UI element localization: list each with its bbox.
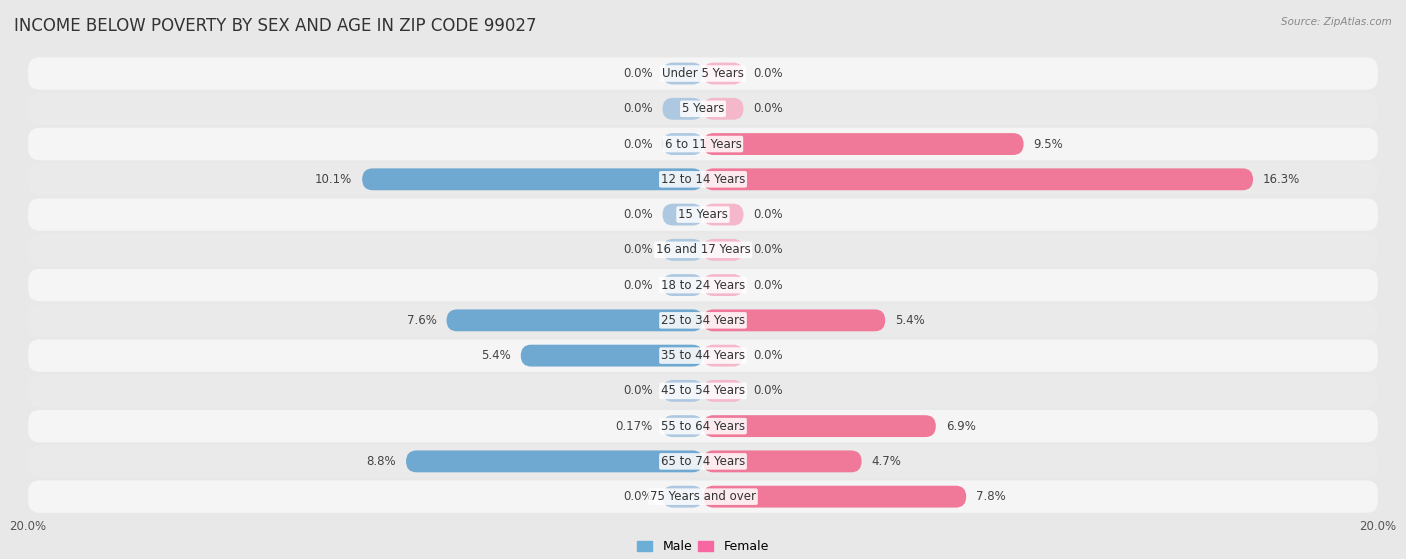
FancyBboxPatch shape xyxy=(406,451,703,472)
Text: 12 to 14 Years: 12 to 14 Years xyxy=(661,173,745,186)
FancyBboxPatch shape xyxy=(28,339,1378,372)
FancyBboxPatch shape xyxy=(703,239,744,260)
FancyBboxPatch shape xyxy=(662,274,703,296)
FancyBboxPatch shape xyxy=(662,203,703,225)
Text: 18 to 24 Years: 18 to 24 Years xyxy=(661,278,745,292)
Text: 0.0%: 0.0% xyxy=(623,67,652,80)
FancyBboxPatch shape xyxy=(28,410,1378,442)
Text: 15 Years: 15 Years xyxy=(678,208,728,221)
Text: 55 to 64 Years: 55 to 64 Years xyxy=(661,420,745,433)
Text: 25 to 34 Years: 25 to 34 Years xyxy=(661,314,745,327)
FancyBboxPatch shape xyxy=(662,415,703,437)
Text: 7.8%: 7.8% xyxy=(976,490,1007,503)
FancyBboxPatch shape xyxy=(662,133,703,155)
FancyBboxPatch shape xyxy=(662,380,703,402)
Text: 8.8%: 8.8% xyxy=(367,455,396,468)
Text: 0.0%: 0.0% xyxy=(754,243,783,257)
Text: 5 Years: 5 Years xyxy=(682,102,724,115)
Text: 0.0%: 0.0% xyxy=(623,385,652,397)
FancyBboxPatch shape xyxy=(28,163,1378,196)
Text: 45 to 54 Years: 45 to 54 Years xyxy=(661,385,745,397)
FancyBboxPatch shape xyxy=(662,239,703,260)
FancyBboxPatch shape xyxy=(28,58,1378,90)
FancyBboxPatch shape xyxy=(28,269,1378,301)
Text: 6.9%: 6.9% xyxy=(946,420,976,433)
Text: 0.0%: 0.0% xyxy=(623,102,652,115)
Text: 6 to 11 Years: 6 to 11 Years xyxy=(665,138,741,150)
Text: 9.5%: 9.5% xyxy=(1033,138,1063,150)
FancyBboxPatch shape xyxy=(662,63,703,84)
Text: 16 and 17 Years: 16 and 17 Years xyxy=(655,243,751,257)
Text: 0.0%: 0.0% xyxy=(623,208,652,221)
FancyBboxPatch shape xyxy=(703,310,886,331)
FancyBboxPatch shape xyxy=(28,234,1378,266)
FancyBboxPatch shape xyxy=(703,345,744,367)
FancyBboxPatch shape xyxy=(703,203,744,225)
Text: 0.0%: 0.0% xyxy=(623,278,652,292)
FancyBboxPatch shape xyxy=(28,198,1378,231)
Text: 7.6%: 7.6% xyxy=(406,314,436,327)
Text: 0.0%: 0.0% xyxy=(754,385,783,397)
FancyBboxPatch shape xyxy=(703,133,1024,155)
FancyBboxPatch shape xyxy=(28,445,1378,477)
FancyBboxPatch shape xyxy=(28,480,1378,513)
Text: 4.7%: 4.7% xyxy=(872,455,901,468)
Text: 35 to 44 Years: 35 to 44 Years xyxy=(661,349,745,362)
FancyBboxPatch shape xyxy=(662,486,703,508)
Text: 0.0%: 0.0% xyxy=(754,67,783,80)
Text: Source: ZipAtlas.com: Source: ZipAtlas.com xyxy=(1281,17,1392,27)
FancyBboxPatch shape xyxy=(703,451,862,472)
FancyBboxPatch shape xyxy=(28,93,1378,125)
FancyBboxPatch shape xyxy=(703,98,744,120)
FancyBboxPatch shape xyxy=(703,168,1253,190)
Text: 0.17%: 0.17% xyxy=(616,420,652,433)
Legend: Male, Female: Male, Female xyxy=(633,536,773,558)
Text: 10.1%: 10.1% xyxy=(315,173,352,186)
FancyBboxPatch shape xyxy=(363,168,703,190)
Text: 65 to 74 Years: 65 to 74 Years xyxy=(661,455,745,468)
FancyBboxPatch shape xyxy=(447,310,703,331)
Text: 0.0%: 0.0% xyxy=(754,349,783,362)
FancyBboxPatch shape xyxy=(28,375,1378,407)
Text: 0.0%: 0.0% xyxy=(754,278,783,292)
FancyBboxPatch shape xyxy=(28,128,1378,160)
FancyBboxPatch shape xyxy=(520,345,703,367)
Text: 0.0%: 0.0% xyxy=(623,490,652,503)
Text: 0.0%: 0.0% xyxy=(623,138,652,150)
FancyBboxPatch shape xyxy=(662,98,703,120)
FancyBboxPatch shape xyxy=(703,415,936,437)
Text: 16.3%: 16.3% xyxy=(1263,173,1301,186)
FancyBboxPatch shape xyxy=(28,304,1378,337)
FancyBboxPatch shape xyxy=(703,380,744,402)
FancyBboxPatch shape xyxy=(703,486,966,508)
Text: 0.0%: 0.0% xyxy=(754,208,783,221)
Text: 0.0%: 0.0% xyxy=(623,243,652,257)
Text: INCOME BELOW POVERTY BY SEX AND AGE IN ZIP CODE 99027: INCOME BELOW POVERTY BY SEX AND AGE IN Z… xyxy=(14,17,537,35)
FancyBboxPatch shape xyxy=(703,274,744,296)
Text: Under 5 Years: Under 5 Years xyxy=(662,67,744,80)
Text: 5.4%: 5.4% xyxy=(481,349,510,362)
Text: 75 Years and over: 75 Years and over xyxy=(650,490,756,503)
FancyBboxPatch shape xyxy=(703,63,744,84)
Text: 0.0%: 0.0% xyxy=(754,102,783,115)
Text: 5.4%: 5.4% xyxy=(896,314,925,327)
